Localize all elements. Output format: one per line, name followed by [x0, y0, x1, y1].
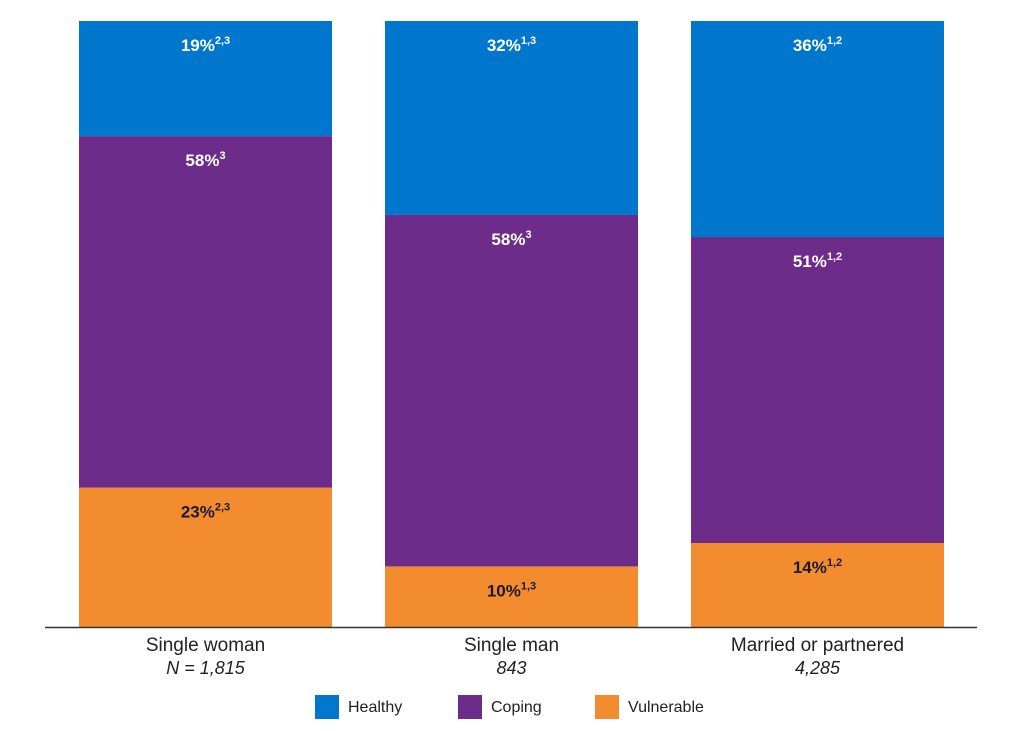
data-label-superscript: 3 — [219, 150, 225, 162]
data-label-coping: 58%3 — [491, 229, 531, 249]
data-label-value: 14% — [793, 558, 827, 577]
data-label-value: 19% — [181, 36, 215, 55]
bar-segment-healthy — [385, 21, 638, 215]
data-label-superscript: 1,2 — [827, 557, 842, 569]
data-label-vulnerable: 23%2,3 — [181, 502, 230, 522]
data-label-superscript: 3 — [525, 229, 531, 241]
bar-segment-coping — [79, 136, 332, 488]
bar-segment-vulnerable — [385, 566, 638, 627]
data-label-healthy: 32%1,3 — [487, 35, 536, 55]
data-label-value: 23% — [181, 503, 215, 522]
bar-segment-healthy — [79, 21, 332, 137]
data-label-superscript: 1,3 — [521, 580, 536, 592]
data-label-healthy: 19%2,3 — [181, 35, 230, 55]
legend-swatch-healthy — [315, 695, 339, 719]
x-tick-label: Single woman — [146, 635, 265, 656]
data-label-healthy: 36%1,2 — [793, 35, 842, 55]
data-label-value: 32% — [487, 36, 521, 55]
data-label-coping: 51%1,2 — [793, 251, 842, 271]
bar-segment-vulnerable — [691, 543, 944, 627]
data-label-superscript: 2,3 — [215, 502, 230, 514]
x-tick-label: Single man — [464, 635, 559, 656]
data-label-value: 58% — [491, 230, 525, 249]
data-label-value: 36% — [793, 36, 827, 55]
data-label-coping: 58%3 — [185, 150, 225, 170]
bar-segment-coping — [691, 237, 944, 543]
legend-swatch-vulnerable — [595, 695, 619, 719]
data-label-superscript: 1,3 — [521, 35, 536, 47]
legend-label-vulnerable: Vulnerable — [628, 699, 704, 716]
x-tick-sample-size: 4,285 — [795, 658, 841, 678]
data-label-superscript: 1,2 — [827, 35, 842, 47]
legend-label-healthy: Healthy — [348, 699, 402, 716]
data-label-value: 51% — [793, 252, 827, 271]
bar-segment-vulnerable — [79, 487, 332, 627]
data-label-vulnerable: 14%1,2 — [793, 557, 842, 577]
legend-label-coping: Coping — [491, 699, 542, 716]
data-label-superscript: 2,3 — [215, 35, 230, 47]
x-tick-label: Married or partnered — [731, 635, 904, 656]
data-label-value: 10% — [487, 581, 521, 600]
x-tick-sample-size: N = 1,815 — [166, 658, 246, 678]
data-label-superscript: 1,2 — [827, 251, 842, 263]
data-label-value: 58% — [185, 151, 219, 170]
x-tick-sample-size: 843 — [496, 658, 526, 678]
legend-swatch-coping — [458, 695, 482, 719]
data-label-vulnerable: 10%1,3 — [487, 580, 536, 600]
bar-segment-coping — [385, 214, 638, 567]
bar-segment-healthy — [691, 21, 944, 237]
